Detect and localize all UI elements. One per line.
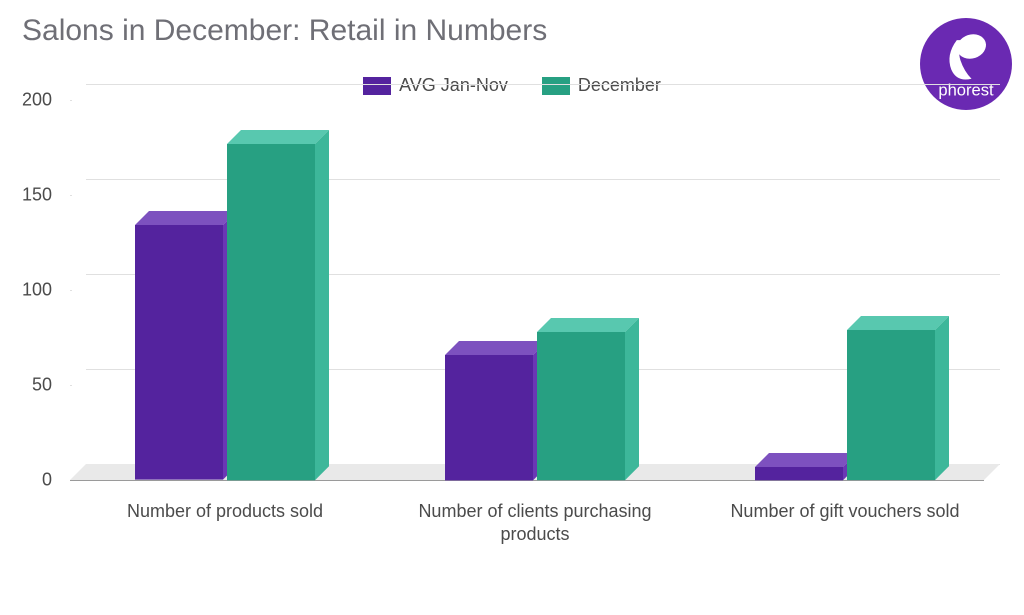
legend-label: AVG Jan-Nov: [399, 75, 508, 96]
bar-0-1: [227, 130, 329, 480]
chart-title-text: Salons in December: Retail in Numbers: [22, 14, 547, 47]
bar-0-0: [135, 211, 237, 480]
grid-tick: [70, 385, 72, 386]
phorest-logo-icon: phorest: [920, 18, 1012, 110]
grid-tick: [70, 195, 72, 196]
y-tick-label: 0: [42, 470, 52, 491]
grid-line: [86, 84, 1000, 85]
legend-swatch: [542, 77, 570, 95]
x-label: Number of clients purchasing products: [405, 500, 665, 547]
x-label: Number of gift vouchers sold: [715, 500, 975, 523]
y-axis: 050100150200: [10, 100, 58, 570]
grid-tick: [70, 290, 72, 291]
chart-title: Salons in December: Retail in Numbers: [22, 14, 547, 48]
chart-area: 050100150200 Number of products soldNumb…: [10, 100, 1014, 570]
x-label: Number of products sold: [95, 500, 355, 523]
grid-tick: [70, 100, 72, 101]
bar-2-0: [755, 453, 857, 480]
legend-label: December: [578, 75, 661, 96]
y-tick-label: 150: [22, 185, 52, 206]
x-axis-line: [70, 480, 984, 481]
chart-root: Salons in December: Retail in Numbers ph…: [0, 0, 1024, 615]
bar-2-1: [847, 316, 949, 480]
grid-line: [86, 179, 1000, 180]
y-tick-label: 50: [32, 375, 52, 396]
y-tick-label: 200: [22, 90, 52, 111]
plot-area: [70, 100, 1000, 540]
y-tick-label: 100: [22, 280, 52, 301]
bar-1-1: [537, 318, 639, 480]
legend: AVG Jan-Nov December: [0, 75, 1024, 96]
legend-item-1: December: [542, 75, 661, 96]
bar-1-0: [445, 341, 547, 480]
legend-swatch: [363, 77, 391, 95]
legend-item-0: AVG Jan-Nov: [363, 75, 508, 96]
